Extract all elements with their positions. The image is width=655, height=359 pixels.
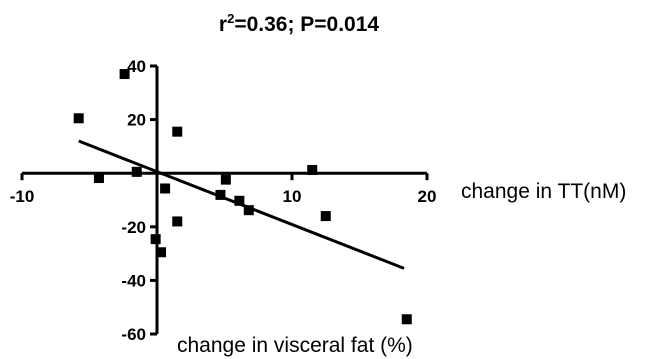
chart-title-superscript: 2 [227,11,234,26]
data-point [93,173,104,184]
data-point [220,174,231,185]
data-point [215,189,226,200]
y-tick-label: 40 [127,57,146,76]
y-ticks: 40 20 -20 -40 -60 [121,57,157,344]
data-points [73,69,412,325]
y-tick-label: -60 [121,325,146,344]
data-point [131,166,142,177]
chart-title-r: r [219,13,227,36]
chart-title: r2=0.36; P=0.014 [219,11,380,36]
data-point [172,216,183,227]
data-point [156,247,167,258]
data-point [234,195,245,206]
data-point [160,183,171,194]
y-tick-label: -40 [121,271,146,290]
data-point [119,69,130,80]
data-point [401,314,412,325]
data-point [243,205,254,216]
data-point [320,211,331,222]
data-point [150,234,161,245]
data-point [73,113,84,124]
data-point [307,164,318,175]
x-axis-label: change in TT(nM) [461,180,626,203]
chart-title-rest: =0.36; P=0.014 [234,13,379,36]
y-tick-label: 20 [127,111,146,130]
x-tick-label: -10 [10,187,35,206]
x-ticks: -10 10 20 [10,173,437,206]
x-tick-label: 20 [418,187,437,206]
y-tick-label: -20 [121,218,146,237]
data-point [172,126,183,137]
x-tick-label: 10 [283,187,302,206]
y-axis-label: change in visceral fat (%) [177,334,413,357]
